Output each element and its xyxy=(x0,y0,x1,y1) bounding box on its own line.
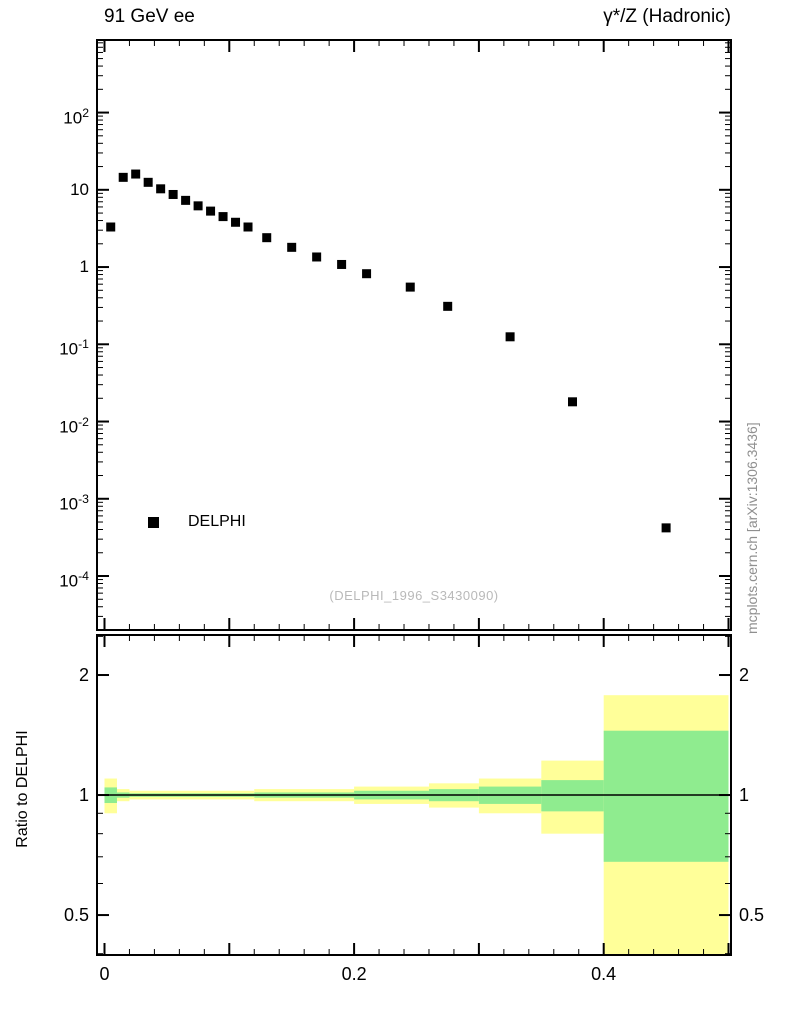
main-y-tick-label: 10-3 xyxy=(59,491,89,514)
ratio-band-inner xyxy=(603,730,729,862)
data-point xyxy=(568,397,577,407)
data-point xyxy=(181,195,191,205)
data-point xyxy=(661,523,671,533)
filled-square-marker-icon xyxy=(148,516,159,528)
main-y-tick-label: 10 xyxy=(70,179,89,199)
data-point xyxy=(143,177,153,187)
data-point xyxy=(262,233,272,243)
analysis-watermark: (DELPHI_1996_S3430090) xyxy=(329,588,499,603)
data-point xyxy=(243,222,253,232)
data-point xyxy=(193,201,203,211)
ratio-y-tick-label-left: 0.5 xyxy=(63,905,89,926)
data-point xyxy=(156,184,166,194)
data-point xyxy=(337,259,347,269)
ratio-y-tick-label-right: 1 xyxy=(739,785,750,806)
data-point xyxy=(206,206,216,216)
data-point xyxy=(287,242,297,252)
data-point xyxy=(218,212,228,222)
legend-label: DELPHI xyxy=(188,513,246,530)
mcplots-arxiv-note: mcplots.cern.ch [arXiv:1306.3436] xyxy=(744,422,760,634)
ratio-y-tick-label-right: 0.5 xyxy=(739,905,765,926)
ratio-y-tick-label-left: 1 xyxy=(78,785,89,806)
x-tick-label: 0 xyxy=(99,964,110,984)
data-point xyxy=(505,332,515,342)
data-point xyxy=(405,282,415,292)
data-point xyxy=(131,169,141,179)
main-y-tick-label: 10-1 xyxy=(59,337,89,359)
plot-title-left: 91 GeV ee xyxy=(104,6,195,27)
data-point xyxy=(106,222,116,232)
ratio-y-tick-label-left: 2 xyxy=(78,665,89,686)
ratio-y-tick-label-right: 2 xyxy=(739,665,750,686)
data-point xyxy=(118,172,128,182)
data-point xyxy=(312,252,322,262)
main-y-tick-label: 10-2 xyxy=(59,414,89,437)
x-tick-label: 0.4 xyxy=(591,964,617,984)
legend: DELPHI xyxy=(148,513,246,531)
data-point xyxy=(231,217,241,227)
data-point xyxy=(362,269,372,279)
main-y-tick-label: 102 xyxy=(63,105,89,128)
plot-title-right: γ*/Z (Hadronic) xyxy=(603,6,731,27)
data-point xyxy=(168,189,178,199)
main-panel-frame xyxy=(96,39,732,631)
data-point xyxy=(443,301,453,311)
main-y-tick-label: 1 xyxy=(79,257,89,277)
x-tick-label: 0.2 xyxy=(341,964,367,984)
main-y-tick-label: 10-4 xyxy=(59,569,89,591)
